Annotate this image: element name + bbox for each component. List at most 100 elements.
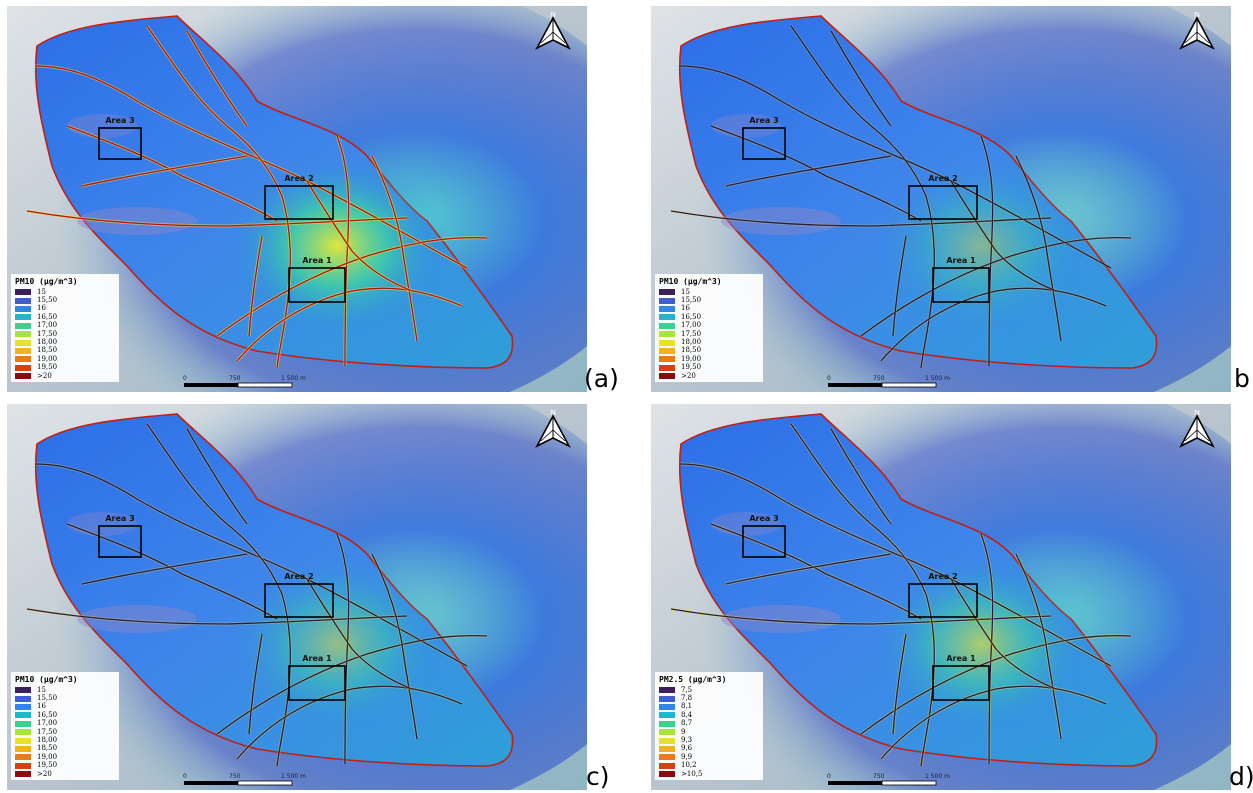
area-box (98, 127, 142, 160)
legend-swatch (659, 720, 675, 727)
road-line (371, 553, 418, 740)
road-line (725, 553, 892, 585)
legend-swatch (659, 339, 675, 346)
scale-label: 0 (183, 375, 187, 382)
legend-label: 19,00 (681, 354, 702, 363)
road-line (216, 236, 488, 337)
road-line (236, 685, 463, 760)
road-line (880, 287, 1107, 362)
road-line (980, 135, 994, 367)
legend-label: 10,2 (681, 761, 697, 770)
area-label: Area 3 (749, 116, 778, 125)
legend-row: 8,4 (659, 711, 759, 719)
area-label: Area 2 (284, 572, 313, 581)
legend-label: 8,4 (681, 710, 693, 719)
road-line (81, 155, 248, 187)
scale-bar: 0 750 1 500 m (183, 375, 306, 388)
road-line (880, 685, 1107, 760)
legend-label: 15 (681, 287, 690, 296)
panel-label: d) (1229, 762, 1253, 791)
north-label: N (550, 410, 556, 417)
legend-label: 18,50 (681, 346, 702, 355)
panel-label: (a) (584, 364, 619, 393)
legend-swatch (15, 364, 31, 371)
road-line (1015, 553, 1062, 740)
north-label: N (1194, 12, 1200, 19)
panel-label: b (1234, 364, 1250, 393)
map-panel-a: Area 1 Area 2 Area 3 PM10 (µg/m^3) 15 15,50 16… (7, 6, 587, 392)
legend-swatch (15, 331, 31, 338)
road-line (186, 30, 248, 127)
map-panel-d: Area 1 Area 2 Area 3 PM2.5 (µg/m^3) 7,5 7,8 8,… (651, 404, 1231, 790)
legend-label: 17,00 (37, 321, 58, 330)
scale-label: 1 500 m (925, 375, 950, 382)
scale-label: 1 500 m (925, 773, 950, 780)
legend-swatch (15, 737, 31, 744)
legend-row: 15,50 (15, 296, 115, 304)
legend: PM2.5 (µg/m^3) 7,5 7,8 8,1 8,4 8,7 9 9,3 9,6 9,9 1… (655, 672, 763, 781)
legend-label: 16 (681, 304, 690, 313)
legend-swatch (659, 771, 675, 778)
legend-label: 16 (37, 702, 46, 711)
legend-row: 17,00 (15, 322, 115, 330)
legend-label: 16,50 (37, 312, 58, 321)
north-arrow-icon: N (535, 12, 571, 50)
area-label: Area 3 (105, 116, 134, 125)
road-line (146, 25, 291, 369)
road-line (66, 523, 278, 620)
legend-label: 17,50 (37, 329, 58, 338)
road-line (670, 608, 1052, 625)
legend-row: >20 (15, 770, 115, 778)
legend-row: 17,00 (15, 720, 115, 728)
legend-row: >10,5 (659, 770, 759, 778)
legend-swatch (659, 314, 675, 321)
scale-label: 750 (229, 773, 241, 780)
legend-row: 9 (659, 728, 759, 736)
legend-row: 17,50 (15, 728, 115, 736)
area-box (264, 583, 334, 618)
map-canvas: Area 1 Area 2 Area 3 (651, 404, 1231, 790)
road-line (336, 533, 350, 765)
road-line (678, 65, 1112, 269)
scale-bar: 0 750 1 500 m (183, 773, 306, 786)
legend-label: 16,50 (37, 710, 58, 719)
legend-label: 18,00 (37, 338, 58, 347)
legend-label: 19,00 (37, 354, 58, 363)
legend-row: 15,50 (659, 296, 759, 304)
legend-row: 18,50 (15, 347, 115, 355)
legend-row: >20 (15, 372, 115, 380)
legend-row: 19,00 (659, 355, 759, 363)
area-box (932, 267, 990, 303)
legend-label: 18,50 (37, 744, 58, 753)
legend-label: >10,5 (681, 769, 703, 778)
road-line (34, 65, 468, 269)
legend-row: 19,50 (15, 364, 115, 372)
legend-row: 18,00 (15, 338, 115, 346)
legend-label: 18,00 (681, 338, 702, 347)
legend-swatch (15, 762, 31, 769)
legend-row: 16 (15, 305, 115, 313)
road-line (860, 634, 1132, 735)
legend-label: >20 (681, 371, 696, 380)
legend-swatch (659, 729, 675, 736)
road-line (950, 180, 1057, 292)
legend-swatch (659, 322, 675, 329)
legend-title: PM10 (µg/m^3) (659, 277, 722, 286)
legend-label: 15,50 (37, 296, 58, 305)
road-line (790, 25, 935, 369)
road-line (371, 155, 418, 342)
legend-label: 17,00 (681, 321, 702, 330)
legend-swatch (659, 762, 675, 769)
north-arrow-icon: N (535, 410, 571, 448)
scale-label: 750 (229, 375, 241, 382)
legend-row: 19,00 (15, 753, 115, 761)
legend-label: 19,50 (37, 363, 58, 372)
legend-label: 19,00 (37, 752, 58, 761)
legend-label: 15,50 (37, 694, 58, 703)
legend-swatch (15, 687, 31, 694)
legend-label: 17,50 (681, 329, 702, 338)
scale-label: 0 (827, 773, 831, 780)
road-line (146, 423, 291, 767)
area-label: Area 2 (284, 174, 313, 183)
legend-row: 16 (659, 305, 759, 313)
